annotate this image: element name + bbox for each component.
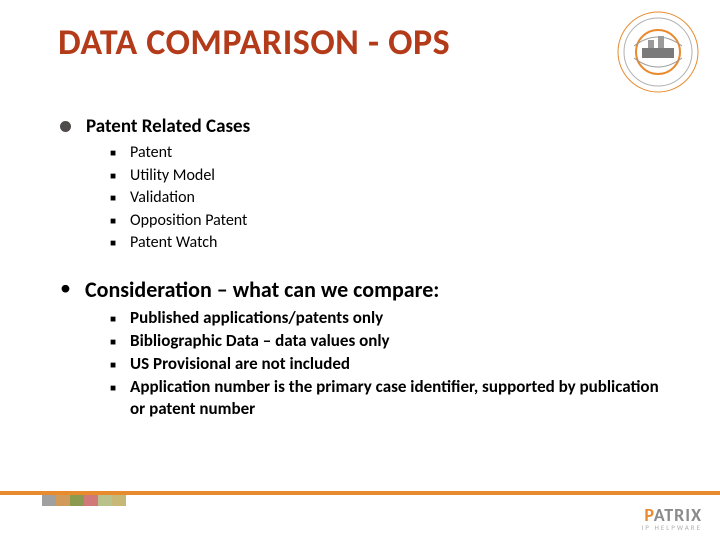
square-bullet-icon: ■ [110, 236, 116, 250]
section-2-list: ■ Published applications/patents only ■ … [110, 307, 660, 420]
list-item: ■ Opposition Patent [110, 210, 660, 232]
bullet-dot-icon: • [60, 274, 71, 301]
square-bullet-icon: ■ [110, 169, 116, 183]
section-1-list: ■ Patent ■ Utility Model ■ Validation ■ … [110, 142, 660, 254]
list-item: ■ Utility Model [110, 165, 660, 187]
section-2: • Consideration – what can we compare: ■… [60, 276, 660, 420]
content-area: Patent Related Cases ■ Patent ■ Utility … [60, 115, 660, 421]
square-bullet-icon: ■ [110, 146, 116, 160]
color-block [84, 495, 98, 506]
square-bullet-icon: ■ [110, 358, 116, 371]
color-block [70, 495, 84, 506]
list-item-text: Validation [130, 187, 195, 209]
list-item-text: Utility Model [130, 165, 215, 187]
list-item-text: Opposition Patent [130, 210, 247, 232]
square-bullet-icon: ■ [110, 335, 116, 348]
color-block [56, 495, 70, 506]
color-block [42, 495, 56, 506]
color-block [98, 495, 112, 506]
section-1-header: Patent Related Cases [60, 115, 660, 138]
list-item-text: Published applications/patents only [130, 307, 383, 329]
list-item: ■ Bibliographic Data – data values only [110, 330, 660, 352]
list-item-text: Patent [130, 142, 172, 164]
brand-name: PATRIX [644, 506, 702, 524]
slide-title: DATA COMPARISON - OPS [58, 20, 450, 64]
list-item: ■ Patent Watch [110, 232, 660, 254]
conference-badge-logo [614, 8, 702, 96]
list-item-text: US Provisional are not included [130, 353, 350, 375]
color-block [112, 495, 126, 506]
list-item: ■ US Provisional are not included [110, 353, 660, 375]
section-1-heading: Patent Related Cases [86, 115, 250, 138]
list-item: ■ Patent [110, 142, 660, 164]
footer-color-blocks [42, 495, 126, 506]
footer-brand-logo: PATRIX IP HELPWARE [642, 506, 702, 532]
list-item-text: Bibliographic Data – data values only [130, 330, 390, 352]
list-item-text: Application number is the primary case i… [130, 376, 660, 420]
list-item-text: Patent Watch [130, 232, 217, 254]
section-2-header: • Consideration – what can we compare: [60, 276, 660, 303]
list-item: ■ Application number is the primary case… [110, 376, 660, 420]
square-bullet-icon: ■ [110, 312, 116, 325]
list-item: ■ Validation [110, 187, 660, 209]
bullet-disc-icon [60, 121, 71, 132]
square-bullet-icon: ■ [110, 214, 116, 228]
brand-tagline: IP HELPWARE [642, 523, 702, 532]
list-item: ■ Published applications/patents only [110, 307, 660, 329]
square-bullet-icon: ■ [110, 381, 116, 394]
section-2-heading: Consideration – what can we compare: [85, 276, 439, 303]
square-bullet-icon: ■ [110, 191, 116, 205]
